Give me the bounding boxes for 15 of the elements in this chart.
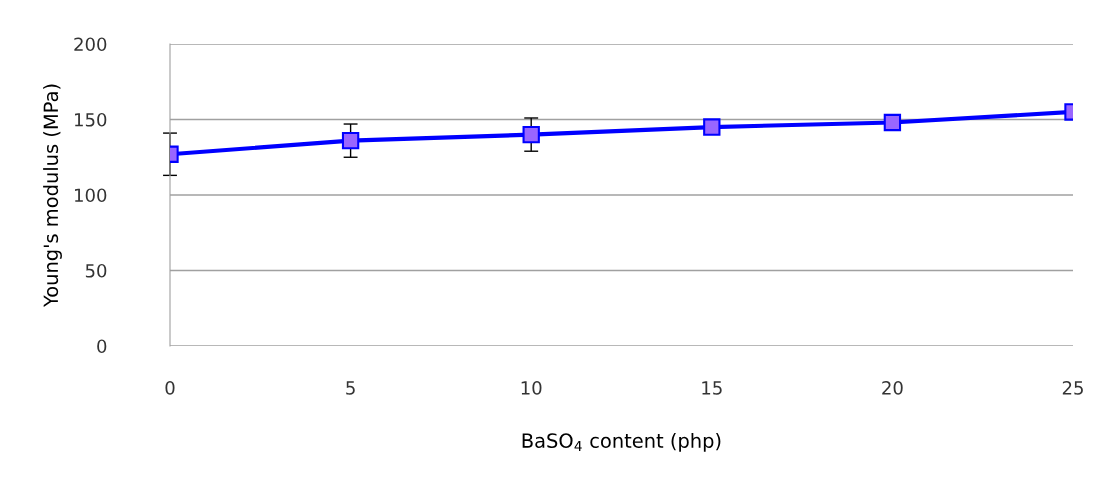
x-tick-label: 25	[1062, 381, 1083, 395]
y-tick-label: 0	[97, 339, 107, 354]
y-axis-title: Young's modulus (MPa)	[43, 84, 62, 308]
x-tick-label: 15	[702, 381, 722, 395]
x-axis-title: BaSO$_{4}$ content (php)	[522, 432, 721, 452]
x-tick-label: 10	[521, 381, 542, 395]
y-tick-label: 50	[85, 263, 107, 278]
x-tick-label: 0	[165, 381, 175, 395]
point	[703, 118, 721, 136]
x-tick-label: 20	[882, 381, 903, 395]
y-tick-label: 200	[74, 37, 107, 52]
x-tick-label: 5	[346, 381, 355, 395]
point	[522, 125, 540, 144]
y-tick-label: 150	[75, 112, 107, 127]
y-tick-label: 100	[75, 188, 107, 203]
